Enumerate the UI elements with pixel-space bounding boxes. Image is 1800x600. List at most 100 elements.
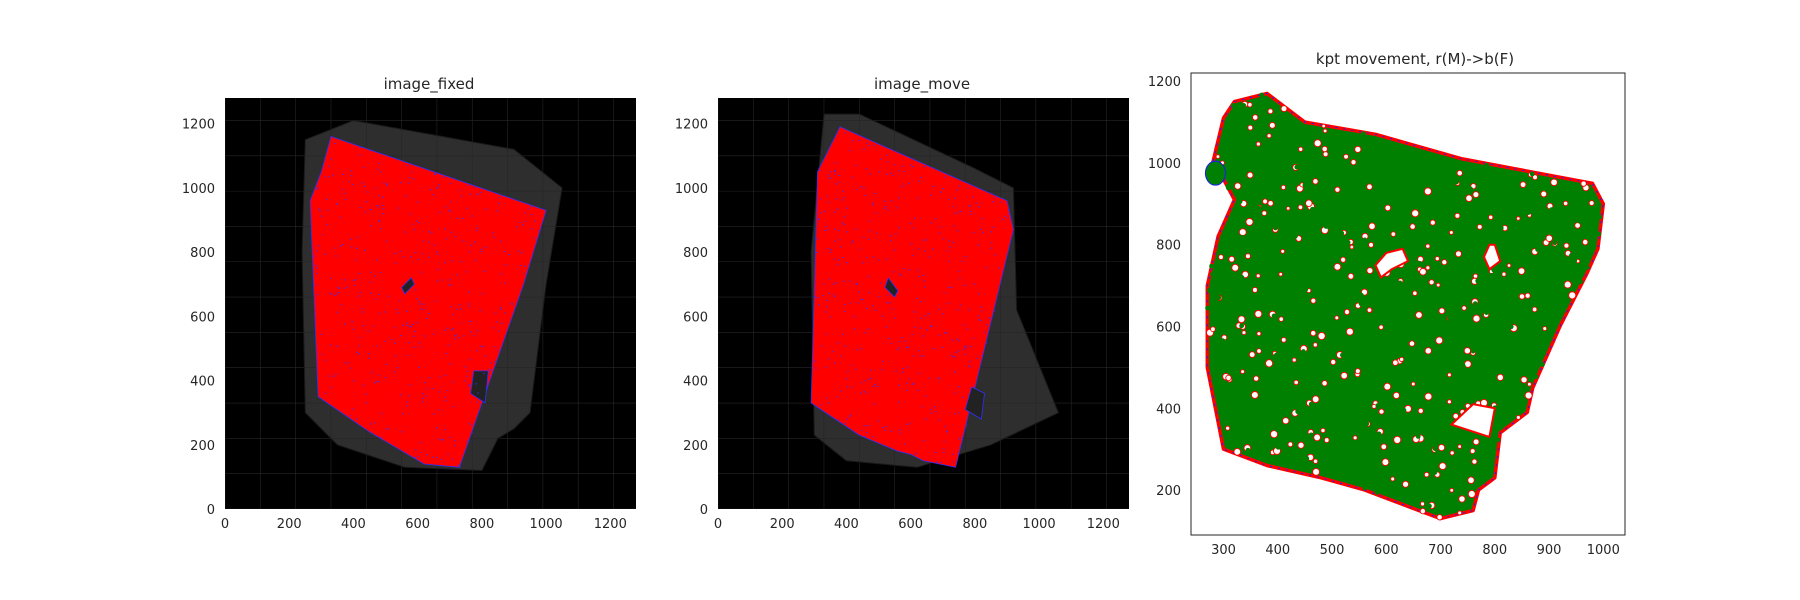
keypoint	[885, 173, 888, 175]
keypoint	[826, 306, 829, 308]
keypoint	[432, 333, 435, 335]
gap	[1298, 146, 1304, 152]
keypoint-green	[1500, 206, 1506, 212]
keypoint	[444, 374, 447, 376]
keypoint	[931, 248, 934, 250]
keypoint-green	[1294, 164, 1300, 170]
keypoint-green	[1487, 166, 1493, 172]
gap	[1280, 248, 1286, 254]
keypoint	[961, 396, 964, 399]
keypoint-green	[1405, 210, 1410, 216]
keypoint-green	[1406, 233, 1412, 238]
keypoint	[835, 198, 838, 200]
keypoint	[864, 436, 867, 438]
keypoint	[467, 385, 470, 387]
keypoint-green	[1475, 234, 1481, 239]
keypoint	[337, 287, 339, 289]
hole	[1449, 403, 1496, 439]
keypoint	[463, 335, 465, 337]
gap	[1423, 471, 1430, 478]
keypoint-green	[1318, 409, 1324, 415]
keypoint	[394, 355, 397, 357]
keypoint	[349, 415, 351, 417]
keypoint-green	[1298, 251, 1304, 257]
keypoint	[919, 327, 922, 329]
keypoint	[499, 273, 502, 275]
keypoint	[865, 392, 867, 394]
x-tick-label: 400	[341, 517, 366, 532]
keypoint	[819, 404, 822, 406]
keypoint-green	[1218, 339, 1224, 345]
keypoint	[444, 329, 447, 331]
keypoint	[985, 266, 987, 269]
keypoint	[851, 176, 853, 178]
x-tick-label: 800	[962, 517, 987, 532]
keypoint-green	[1339, 230, 1345, 236]
keypoint	[411, 171, 413, 173]
keypoint	[434, 300, 437, 302]
keypoint	[498, 202, 500, 205]
keypoint-green	[1235, 443, 1241, 448]
keypoint	[970, 210, 973, 212]
gap	[1424, 392, 1433, 401]
keypoint	[860, 185, 863, 188]
y-tick-label: 800	[190, 246, 215, 261]
keypoint-green	[1482, 183, 1488, 188]
keypoint-green	[1253, 435, 1259, 441]
keypoint	[1008, 213, 1010, 215]
keypoint	[511, 302, 513, 304]
keypoint	[336, 203, 338, 205]
keypoint	[328, 375, 330, 377]
keypoint	[954, 413, 956, 415]
keypoint	[355, 279, 357, 281]
keypoint-green	[1401, 407, 1407, 413]
keypoint-green	[1529, 352, 1535, 357]
keypoint	[826, 299, 829, 302]
keypoint-green	[1521, 308, 1527, 314]
keypoint-green	[1359, 212, 1365, 218]
gap	[1455, 250, 1462, 258]
gap	[1368, 222, 1376, 230]
gap	[1248, 351, 1256, 358]
x-tick-label: 200	[277, 517, 302, 532]
keypoint	[994, 254, 997, 256]
gap	[1588, 200, 1595, 207]
keypoint	[870, 369, 872, 371]
keypoint	[981, 310, 983, 312]
keypoint	[903, 268, 905, 270]
keypoint	[379, 312, 381, 314]
keypoint	[863, 390, 866, 392]
keypoint	[420, 451, 423, 454]
keypoint-green	[1240, 294, 1246, 300]
keypoint	[324, 392, 327, 394]
keypoint	[419, 346, 421, 348]
keypoint	[466, 271, 468, 273]
keypoint	[967, 187, 969, 189]
keypoint-green	[1367, 451, 1373, 457]
keypoint	[445, 206, 447, 208]
keypoint-green	[1365, 340, 1370, 346]
keypoint-green	[1272, 370, 1278, 375]
keypoint	[878, 259, 881, 261]
keypoint	[418, 366, 420, 369]
keypoint	[450, 231, 453, 233]
keypoint-green	[1503, 378, 1508, 384]
keypoint-green	[1438, 212, 1444, 218]
keypoint	[452, 314, 454, 316]
keypoint-green	[1550, 268, 1556, 274]
keypoint-green	[1354, 352, 1359, 358]
keypoint-green	[1381, 484, 1387, 490]
gap	[1506, 263, 1512, 268]
keypoint-green	[1339, 200, 1345, 206]
keypoint-green	[1358, 301, 1364, 307]
gap	[1392, 359, 1399, 366]
keypoint-green	[1236, 301, 1242, 307]
keypoint	[938, 419, 941, 421]
keypoint	[399, 300, 401, 302]
keypoint	[351, 320, 354, 323]
keypoint	[959, 446, 961, 448]
keypoint	[947, 198, 950, 200]
panel-title: kpt movement, r(M)->b(F)	[1316, 50, 1514, 68]
y-tick-label: 1000	[182, 182, 215, 197]
keypoint-green	[1332, 376, 1338, 382]
